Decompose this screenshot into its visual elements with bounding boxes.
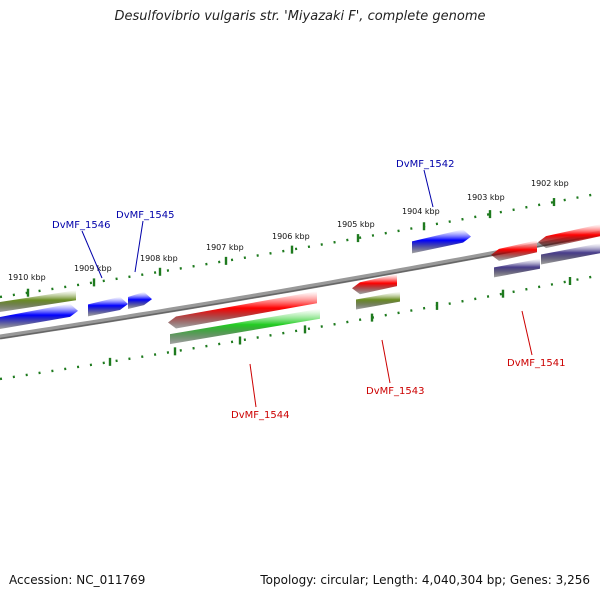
gene-leader-line bbox=[81, 230, 103, 279]
gene-arrow-red bbox=[168, 291, 317, 329]
accession-text: Accession: NC_011769 bbox=[9, 573, 146, 587]
gene-arrow-dvmf-1541 bbox=[491, 240, 537, 261]
gene-arrow-dvmf-1546 bbox=[88, 296, 128, 317]
ruler-tick-label: 1907 kbp bbox=[206, 243, 244, 252]
gene-label-dvmf-1541: DvMF_1541 bbox=[507, 358, 565, 369]
ruler-tick-label: 1908 kbp bbox=[140, 254, 178, 263]
genome-summary-text: Topology: circular; Length: 4,040,304 bp… bbox=[260, 573, 590, 587]
gene-leader-line bbox=[134, 220, 144, 273]
ruler-tick-label: 1905 kbp bbox=[337, 220, 375, 229]
outer-ruler bbox=[0, 192, 600, 299]
ruler-tick-label: 1904 kbp bbox=[402, 207, 440, 216]
gene-label-dvmf-1546: DvMF_1546 bbox=[52, 220, 110, 231]
gene-label-dvmf-1544: DvMF_1544 bbox=[231, 410, 289, 421]
map-title: Desulfovibrio vulgaris str. 'Miyazaki F'… bbox=[114, 9, 486, 24]
gene-leader-line bbox=[423, 169, 434, 208]
gene-bar-slate bbox=[494, 258, 540, 278]
ruler-tick-label: 1910 kbp bbox=[8, 273, 46, 282]
gene-leader-line bbox=[381, 339, 391, 384]
gene-label-dvmf-1542: DvMF_1542 bbox=[396, 159, 454, 170]
gene-label-dvmf-1545: DvMF_1545 bbox=[116, 210, 174, 221]
gene-arrow-red-2 bbox=[538, 224, 600, 249]
ruler-tick-label: 1909 kbp bbox=[74, 264, 112, 273]
gene-bar-olive-1543 bbox=[356, 291, 400, 310]
gene-leader-line bbox=[521, 310, 533, 356]
ruler-tick-label: 1903 kbp bbox=[467, 193, 505, 202]
gene-bar-olive bbox=[0, 290, 76, 312]
gene-bar-dvmf-1544 bbox=[170, 308, 320, 345]
gene-label-dvmf-1543: DvMF_1543 bbox=[366, 386, 424, 397]
ruler-tick-label: 1902 kbp bbox=[531, 179, 569, 188]
gene-arrow-dvmf-1542 bbox=[412, 229, 471, 254]
gene-bar-slate-2 bbox=[541, 243, 600, 265]
gene-arrow-dvmf-1545 bbox=[128, 291, 152, 309]
gene-arrow-dvmf-1543 bbox=[352, 274, 397, 295]
inner-ruler bbox=[0, 274, 600, 381]
gene-leader-line bbox=[249, 363, 257, 408]
ruler-tick-label: 1906 kbp bbox=[272, 232, 310, 241]
gene-arrow-blue bbox=[0, 303, 78, 329]
